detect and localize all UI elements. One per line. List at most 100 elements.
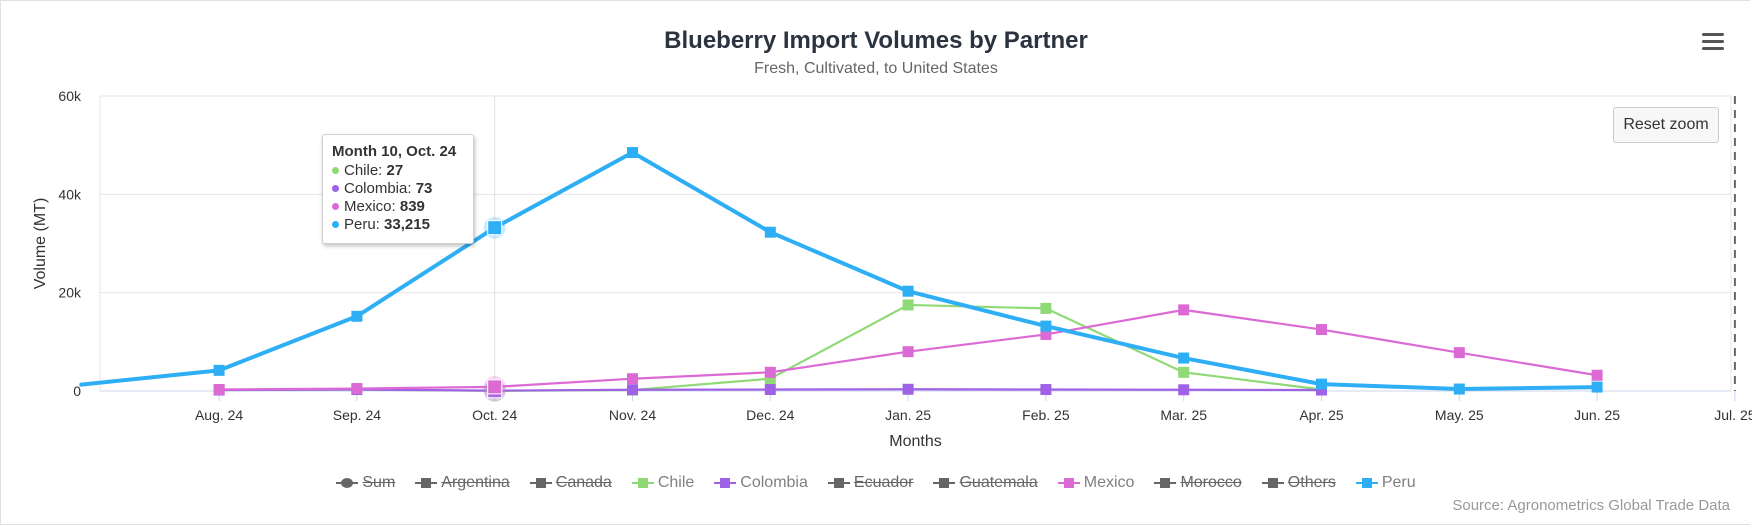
hover-point-peru [487, 220, 503, 236]
series-dot-icon [332, 221, 339, 228]
legend-item-chile[interactable]: Chile [631, 474, 695, 492]
data-point-chile [1178, 366, 1190, 378]
x-tick-label: Nov. 24 [609, 407, 656, 423]
legend-symbol-icon [933, 476, 956, 490]
data-point-colombia [764, 384, 776, 396]
series-dot-icon [332, 185, 339, 192]
legend-symbol-icon [1355, 476, 1378, 490]
chart-subtitle: Fresh, Cultivated, to United States [754, 60, 998, 77]
reset-zoom-button[interactable]: Reset zoom [1613, 107, 1719, 143]
data-point-mexico [351, 383, 363, 395]
data-point-colombia [1316, 384, 1327, 396]
data-point-peru [213, 364, 225, 376]
legend-symbol-icon [1154, 476, 1177, 490]
y-tick-label: 0 [73, 383, 81, 399]
hamburger-menu-icon[interactable] [1698, 30, 1728, 56]
data-point-colombia [1040, 384, 1052, 396]
chart-legend: Sum Argentina Canada Chile Colombia Ecuador Gu… [0, 472, 1752, 494]
data-point-peru [351, 310, 363, 322]
legend-item-ecuador[interactable]: Ecuador [827, 474, 914, 492]
legend-symbol-icon [529, 476, 552, 490]
tooltip-row-value: 27 [386, 162, 404, 179]
tooltip-row-value: 33,215 [384, 216, 430, 233]
data-point-peru [764, 226, 776, 238]
series-dot-icon [332, 167, 339, 174]
legend-label: Argentina [441, 474, 510, 491]
tooltip-title: Month 10, Oct. 24 [332, 143, 457, 160]
x-tick-label: Apr. 25 [1299, 407, 1344, 423]
data-point-peru [1591, 381, 1603, 393]
tooltip-row-value: 73 [415, 180, 433, 197]
legend-item-morocco[interactable]: Morocco [1154, 474, 1242, 492]
x-tick-label: Aug. 24 [195, 407, 243, 423]
data-point-chile [1040, 302, 1052, 314]
data-point-chile [902, 299, 914, 311]
legend-item-peru[interactable]: Peru [1355, 474, 1416, 492]
data-point-colombia [1178, 384, 1190, 396]
data-point-peru [1040, 320, 1052, 332]
legend-item-canada[interactable]: Canada [529, 474, 612, 492]
x-axis-title: Months [889, 433, 941, 450]
legend-item-argentina[interactable]: Argentina [415, 474, 510, 492]
series-lines [79, 147, 1603, 397]
legend-label: Mexico [1083, 474, 1135, 491]
x-tick-label: Mar. 25 [1160, 407, 1207, 423]
data-point-mexico [627, 373, 638, 385]
source-credit: Source: Agronometrics Global Trade Data [1452, 497, 1730, 514]
legend-symbol-icon [1261, 476, 1284, 490]
x-tick-label: Dec. 24 [746, 407, 794, 423]
x-tick-label: Jun. 25 [1574, 407, 1620, 423]
legend-label: Chile [657, 474, 695, 491]
data-point-peru [1453, 383, 1465, 395]
legend-label: Others [1287, 474, 1336, 491]
data-point-mexico [1178, 304, 1190, 316]
legend-symbol-icon [415, 476, 438, 490]
x-tick-label: Jul. 25 [1714, 407, 1752, 423]
legend-label: Canada [555, 474, 612, 491]
data-point-peru [1178, 352, 1190, 364]
tooltip-row-label: Chile: [344, 162, 387, 179]
x-tick-label: Jan. 25 [885, 407, 931, 423]
legend-label: Guatemala [959, 474, 1038, 491]
x-tick-label: Feb. 25 [1022, 407, 1070, 423]
tooltip-row-label: Peru: [344, 216, 385, 233]
hover-point-mexico [487, 379, 503, 395]
data-point-colombia [627, 384, 638, 396]
legend-symbol-icon [714, 476, 737, 490]
tooltip-row-label: Colombia: [344, 180, 416, 197]
legend-item-mexico[interactable]: Mexico [1057, 474, 1135, 492]
legend-symbol-icon [1057, 476, 1080, 490]
data-point-peru [1316, 378, 1327, 390]
legend-label: Sum [362, 474, 396, 491]
data-point-mexico [764, 366, 776, 378]
data-point-peru [902, 285, 914, 297]
data-point-mexico [213, 384, 225, 396]
data-point-peru [627, 147, 638, 159]
x-tick-label: Sep. 24 [333, 407, 381, 423]
y-axis-title: Volume (MT) [32, 198, 49, 290]
legend-item-colombia[interactable]: Colombia [714, 474, 808, 492]
legend-item-sum[interactable]: Sum [336, 474, 395, 492]
hover-highlight [483, 216, 506, 402]
axes: 0 20k 40k 60k Aug. 24 Sep. 24 Oct. 24 Nov. 24 De… [32, 88, 1752, 450]
y-tick-label: 60k [58, 88, 82, 104]
legend-label: Morocco [1180, 474, 1242, 491]
legend-item-others[interactable]: Others [1261, 474, 1336, 492]
legend-label: Peru [1381, 474, 1416, 491]
legend-symbol-icon [827, 476, 850, 490]
x-tick-label: Oct. 24 [472, 407, 517, 423]
x-tick-label: May. 25 [1435, 407, 1484, 423]
data-point-mexico [1453, 347, 1465, 359]
tooltip-row-label: Mexico: [344, 198, 400, 215]
legend-label: Ecuador [853, 474, 914, 491]
tooltip-row: Peru: 33,215 [332, 216, 464, 234]
data-point-mexico [1040, 328, 1052, 340]
plot-area[interactable]: 0 20k 40k 60k Aug. 24 Sep. 24 Oct. 24 Nov. 24 De… [0, 0, 1752, 470]
tooltip-row: Mexico: 839 [332, 198, 464, 216]
y-tick-label: 20k [58, 285, 82, 301]
legend-item-guatemala[interactable]: Guatemala [933, 474, 1038, 492]
data-point-mexico [1316, 324, 1327, 336]
tooltip-row-value: 839 [399, 198, 425, 215]
data-point-colombia [902, 383, 914, 395]
